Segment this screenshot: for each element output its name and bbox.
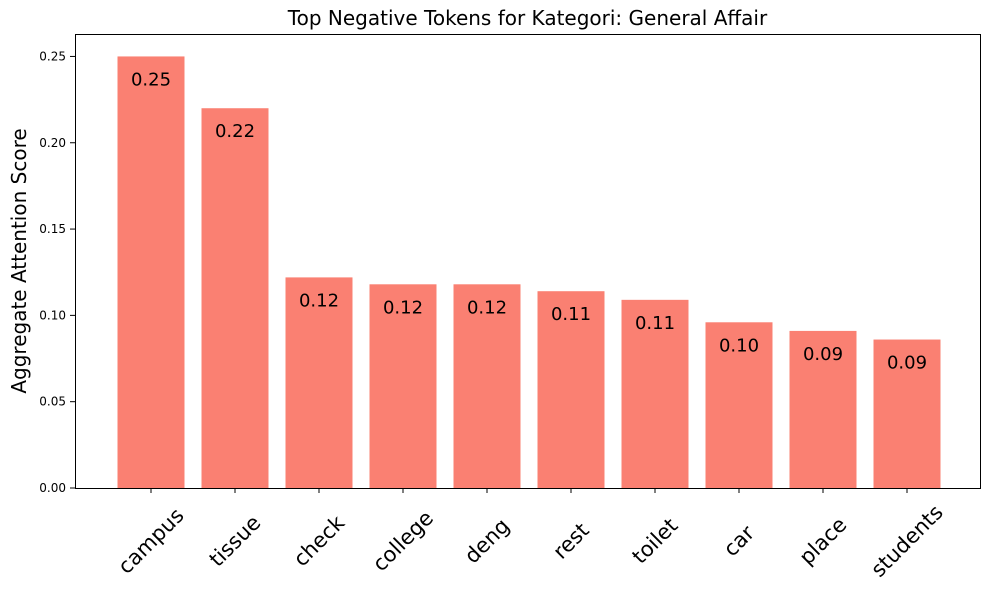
x-tick-label-tissue: tissue (205, 511, 266, 572)
chart-title: Top Negative Tokens for Kategori: Genera… (287, 6, 768, 30)
x-tick-label-college: college (368, 506, 438, 576)
y-tick-label-0.00: 0.00 (39, 481, 66, 495)
data-label-college: 0.12 (383, 297, 423, 318)
data-label-rest: 0.11 (551, 304, 591, 325)
bar-rest (537, 291, 605, 488)
bar-campus (117, 56, 185, 488)
x-axis: campus tissue check college deng rest toilet ca… (113, 488, 948, 582)
x-tick-label-rest: rest (548, 518, 593, 563)
data-label-campus: 0.25 (131, 69, 171, 90)
y-axis: 0.00 0.05 0.10 0.15 0.20 0.25 (39, 49, 75, 495)
x-tick-label-deng: deng (460, 514, 514, 568)
y-tick-label-0.10: 0.10 (39, 308, 66, 322)
y-tick-label-0.15: 0.15 (39, 222, 66, 236)
data-label-toilet: 0.11 (635, 313, 675, 334)
bar-tissue (201, 108, 269, 488)
y-tick-label-0.25: 0.25 (39, 49, 66, 63)
x-tick-label-students: students (866, 500, 947, 581)
data-label-car: 0.10 (719, 335, 759, 356)
bar-car (705, 322, 773, 488)
bar-place (789, 330, 857, 488)
x-tick-label-car: car (719, 521, 760, 562)
y-tick-label-0.20: 0.20 (39, 136, 66, 150)
data-labels-layer: 0.25 0.22 0.12 0.12 0.12 0.11 0.11 0.10 0.09 0.09 (131, 69, 927, 373)
bar-college (369, 284, 437, 488)
y-tick-label-0.05: 0.05 (39, 395, 66, 409)
data-label-place: 0.09 (803, 344, 843, 365)
data-label-deng: 0.12 (467, 297, 507, 318)
plot-frame (75, 34, 981, 489)
data-label-tissue: 0.22 (215, 121, 255, 142)
x-tick-label-place: place (795, 513, 852, 570)
bar-students (873, 339, 941, 488)
bar-deng (453, 284, 521, 488)
data-label-check: 0.12 (299, 290, 339, 311)
bars-layer (117, 56, 941, 488)
data-label-students: 0.09 (887, 353, 927, 374)
bar-check (285, 277, 353, 488)
x-tick-label-toilet: toilet (627, 513, 682, 568)
x-tick-label-campus: campus (113, 503, 188, 578)
x-tick-label-check: check (289, 510, 350, 571)
y-axis-label: Aggregate Attention Score (7, 128, 31, 393)
bar-toilet (621, 299, 689, 488)
